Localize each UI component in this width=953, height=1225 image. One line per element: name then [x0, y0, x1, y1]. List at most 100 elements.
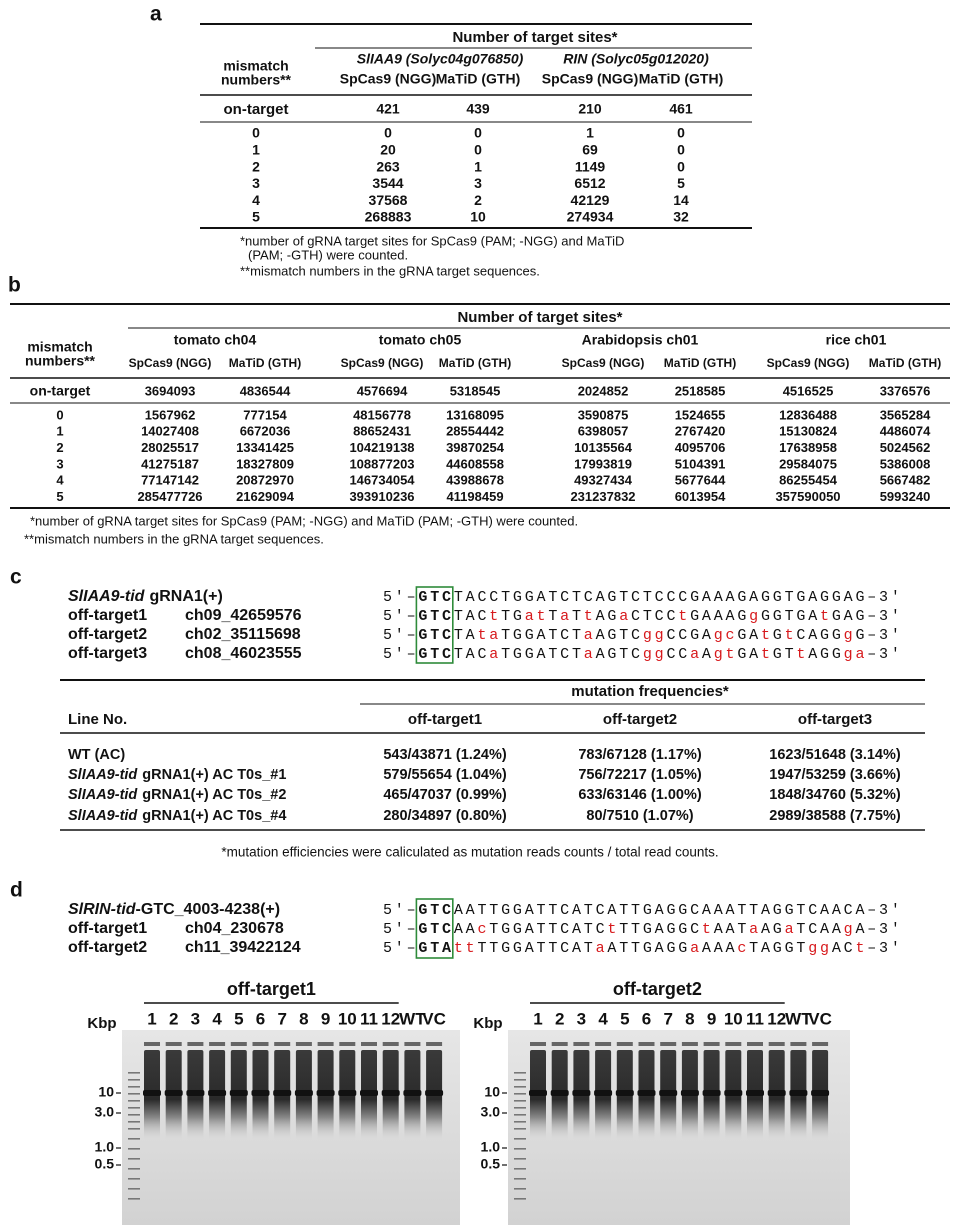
- row-label: 5: [56, 489, 63, 504]
- base: t: [537, 608, 549, 625]
- cell: 28554442: [446, 424, 504, 439]
- base: G: [773, 589, 785, 606]
- base: C: [477, 646, 489, 663]
- base: T: [489, 940, 501, 957]
- sequence: 5′–GTAttTTGGATTCATaATTGAGGaAAAcTAGGTggAC…: [383, 940, 903, 957]
- base: g: [655, 627, 667, 644]
- row-label: 1: [56, 424, 63, 439]
- cell: 2024852: [578, 383, 629, 398]
- ladder-band: [128, 1107, 140, 1109]
- base: A: [702, 646, 714, 663]
- band: [594, 1090, 612, 1096]
- target-sequence: ttTTGGATTCATaATTGAGGaAAAcTAGGTggACt: [454, 940, 867, 957]
- lane-label: 3: [577, 1009, 586, 1028]
- line-name: WT (AC): [68, 747, 125, 763]
- cell: 263: [376, 158, 400, 174]
- marker-label: 10: [98, 1084, 114, 1100]
- base: A: [808, 627, 820, 644]
- well: [552, 1042, 568, 1046]
- sequence: 5′–GTCTACaTGGATCTaAGTCggCCaAgtGAtGTtAGGg…: [383, 646, 903, 663]
- base: T: [572, 589, 584, 606]
- cell: 357590050: [775, 489, 840, 504]
- cell: 108877203: [349, 456, 414, 471]
- base: A: [832, 940, 844, 957]
- ladder-band: [128, 1198, 140, 1200]
- base: c: [477, 921, 489, 938]
- base: T: [537, 940, 549, 957]
- base: G: [607, 589, 619, 606]
- ladder-band: [514, 1114, 526, 1116]
- base: A: [820, 902, 832, 919]
- base: t: [607, 921, 619, 938]
- base: A: [761, 902, 773, 919]
- sequence-end: –3′: [867, 940, 902, 957]
- base: G: [513, 646, 525, 663]
- base: g: [643, 627, 655, 644]
- cell: 231237832: [570, 489, 635, 504]
- band: [425, 1090, 443, 1096]
- cell: 146734054: [349, 473, 415, 488]
- column-header: SpCas9 (NGG): [341, 356, 424, 370]
- ladder-band: [514, 1198, 526, 1200]
- figure: aNumber of target sites*mismatchnumbers*…: [0, 0, 953, 1225]
- base: G: [832, 589, 844, 606]
- column-header: off-target1: [408, 711, 482, 728]
- base: T: [749, 902, 761, 919]
- band: [703, 1090, 721, 1096]
- well: [166, 1042, 182, 1046]
- sequence-end: 5′–: [383, 627, 418, 644]
- cell: 5667482: [880, 473, 931, 488]
- base: A: [761, 940, 773, 957]
- base: T: [643, 608, 655, 625]
- base: T: [548, 940, 560, 957]
- unit-label: Kbp: [87, 1015, 116, 1032]
- guide-label: -GTC_4003-4238(+): [136, 901, 281, 918]
- panel-label: c: [10, 566, 22, 589]
- footnote: (PAM; -GTH) were counted.: [248, 247, 408, 262]
- base: A: [525, 921, 537, 938]
- cell: 77147142: [141, 473, 199, 488]
- cell: 6398057: [578, 424, 629, 439]
- base: a: [584, 646, 596, 663]
- base: C: [690, 902, 702, 919]
- cell: 4486074: [880, 424, 931, 439]
- lane-label: 8: [299, 1009, 308, 1028]
- base: T: [572, 627, 584, 644]
- cell: 783/67128 (1.17%): [578, 747, 702, 763]
- base: C: [655, 608, 667, 625]
- lane-label: VC: [422, 1009, 446, 1028]
- base: C: [666, 608, 678, 625]
- base: A: [537, 646, 549, 663]
- cell: 2: [474, 192, 482, 208]
- base: T: [584, 940, 596, 957]
- marker-label: 1.0: [95, 1139, 115, 1155]
- band: [768, 1090, 786, 1096]
- ladder-band: [128, 1072, 140, 1074]
- base: A: [808, 646, 820, 663]
- locus: ch08_46023555: [185, 645, 302, 662]
- cell: 1: [586, 125, 594, 141]
- base: T: [454, 646, 466, 663]
- sequence-end: –3′: [867, 921, 902, 938]
- row-label: 0: [56, 407, 63, 422]
- base: A: [726, 608, 738, 625]
- base: G: [666, 940, 678, 957]
- cell: 1149: [575, 158, 606, 174]
- sequence-end: –3′: [867, 608, 902, 625]
- base: t: [454, 940, 466, 957]
- cell: 10: [470, 209, 486, 225]
- off-target-name: off-target3: [68, 645, 147, 662]
- cell: 10135564: [574, 440, 633, 455]
- well: [361, 1042, 377, 1046]
- line-name: SlIAA9-tidgRNA1(+) AC T0s_#4: [68, 808, 286, 824]
- well: [530, 1042, 546, 1046]
- base: G: [855, 608, 867, 625]
- cell: 439: [466, 101, 490, 117]
- table-header: Number of target sites*: [452, 29, 617, 46]
- base: A: [726, 921, 738, 938]
- band: [659, 1090, 677, 1096]
- group-header: SlIAA9 (Solyc04g076850): [357, 51, 524, 67]
- well: [573, 1042, 589, 1046]
- base: G: [513, 921, 525, 938]
- base: C: [690, 921, 702, 938]
